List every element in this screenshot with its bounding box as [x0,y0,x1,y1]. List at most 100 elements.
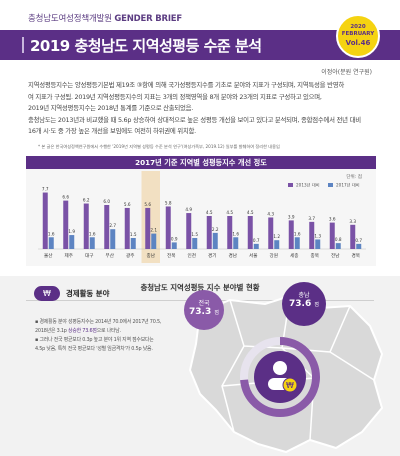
data-label: 3.3 [349,219,356,224]
bar [288,220,294,249]
econ-label: 경제활동 분야 [66,289,110,298]
bullet-highlight: 상승한 73.6점 [68,327,97,334]
data-label: 2.2 [212,227,219,232]
data-label: 4.5 [206,210,213,215]
data-label: 1.5 [130,232,137,237]
bar [83,203,89,249]
intro-line: 16개 시·도 중 가장 높은 개선을 보임에도 여전히 하위권에 위치함. [28,127,196,136]
bar [309,221,315,249]
tick-label: 충북 [311,252,319,259]
bar [192,238,198,249]
badge-vol: Vol.46 [345,39,371,47]
tick-label: 광주 [126,252,134,259]
bar [274,240,280,249]
author: 이정아(분원 연구원) [321,69,372,76]
bar [89,237,95,249]
list-item: ▪ 경제활동 분야 성평등지수는 2014년 70.0에서 2017년 70.5… [35,318,163,335]
tick-label: 강원 [270,252,278,259]
tick-label: 세종 [290,252,298,259]
section-title: 충청남도 지역성평등 지수 분야별 현황 [140,283,260,292]
title-accent [22,37,24,53]
list-item: ▪ 그러나 전국 평균보다 0.3p 높고 분야 1위 지역 점수보다는 4.5… [35,336,163,353]
bar [171,242,177,249]
data-label: 1.3 [314,233,321,238]
data-label: 1.6 [232,231,239,236]
legend-swatch [288,183,293,187]
data-label: 1.6 [294,231,301,236]
bar [350,224,356,249]
data-label: 1.9 [68,229,75,234]
data-label: 4.3 [267,211,274,216]
intro-line: 여 지표가 구성됨. 2019년 지역성평등지수의 지표는 3개의 정책영역을 … [28,92,322,101]
legend-label: 2017년 대비 [336,182,360,189]
legend-label: 2013년 대비 [296,182,320,189]
bar [294,237,300,249]
bar [227,216,233,249]
data-label: 5.8 [165,200,172,205]
page-title: 2019 충청남도 지역성평등 수준 분석 [30,37,262,55]
bar [145,207,151,249]
bar [63,200,69,249]
data-label: 6.0 [103,199,110,204]
bar [329,222,335,249]
bar [69,235,75,249]
data-label: 2.7 [109,223,116,228]
won-symbol-icon: ₩ [286,381,294,390]
data-label: 0.7 [355,238,362,243]
tick-label: 부산 [106,252,115,259]
bar [104,205,110,249]
unit-label: 단위: 점 [346,173,362,180]
chart-title: 2017년 기준 지역별 성평등지수 개선 정도 [135,158,267,167]
tick-label: 경남 [229,252,238,259]
chungnam-value: 73.6 점 [282,299,326,309]
brief-header: 충청남도여성정책개발원 GENDER BRIEF 2019 충청남도 지역성평등… [0,0,400,68]
data-label: 7.7 [42,187,49,192]
bar [268,217,274,249]
tick-label: 서울 [249,252,257,259]
data-label: 1.5 [191,232,198,237]
tick-label: 전남 [331,252,340,259]
bar [186,213,192,249]
intro-text: 지역성평등지수는 양성평등기본법 제19조 ③항에 의해 국가성평등지수를 기초… [28,80,378,138]
chungnam-label: 충남 [298,292,310,299]
badge-month: FEBRUARY [341,31,375,37]
chungnam-score-bubble: 충남 73.6 점 [282,282,326,326]
data-label: 5.6 [144,202,151,207]
bar [356,243,362,249]
bar [253,243,259,249]
data-label: 5.6 [124,202,131,207]
data-label: 1.2 [273,234,280,239]
national-label: 전국 [198,300,210,307]
bar [247,216,253,249]
data-label: 4.5 [247,210,254,215]
tick-label: 충남 [147,252,156,259]
bar-chart: 단위: 점 2013년 대비 2017년 대비 7.7 1.6 울산 6.6 1.9 제주 6.2… [38,171,366,263]
org-name: 충청남도여성정책개발원 [28,14,112,24]
tick-label: 울산 [44,252,53,259]
data-label: 0.7 [253,238,260,243]
bullet-text: 그러나 전국 평균보다 0.3p 높고 분야 1위 지역 점수보다는 4.5p … [35,337,154,352]
footnote: * 본 글은 한국여성정책연구원에서 수행한 '2019년 지역별 성평등 수준… [38,144,280,149]
data-label: 0.9 [171,236,178,241]
won-coin-icon [282,377,298,393]
bar [124,207,130,249]
national-unit: 점 [214,310,219,316]
tick-label: 전북 [167,252,175,259]
data-label: 3.9 [288,214,295,219]
bar [315,239,321,249]
title-bar: 2019 충청남도 지역성평등 수준 분석 [0,30,400,60]
tick-label: 경북 [352,252,360,259]
tick-label: 제주 [65,252,73,259]
data-label: 1.6 [48,231,55,236]
bullet-text: 으로 나타남. [96,327,121,334]
bar [110,229,116,249]
tick-label: 대구 [85,252,93,259]
intro-line: 2019년 지역성평등지수는 2018년 통계를 기준으로 산출되었음. [28,104,194,113]
bullet-mark: ▪ [35,319,40,325]
org-line: 충청남도여성정책개발원 GENDER BRIEF [28,12,182,24]
data-label: 0.8 [335,237,342,242]
donut-center [254,351,306,403]
money-coin-icon: ₩ [34,286,60,301]
chart-panel: 2017년 기준 지역별 성평등지수 개선 정도 단위: 점 2013년 대비 20… [26,156,376,266]
national-score-bubble: 전국 73.3 점 [184,290,224,330]
